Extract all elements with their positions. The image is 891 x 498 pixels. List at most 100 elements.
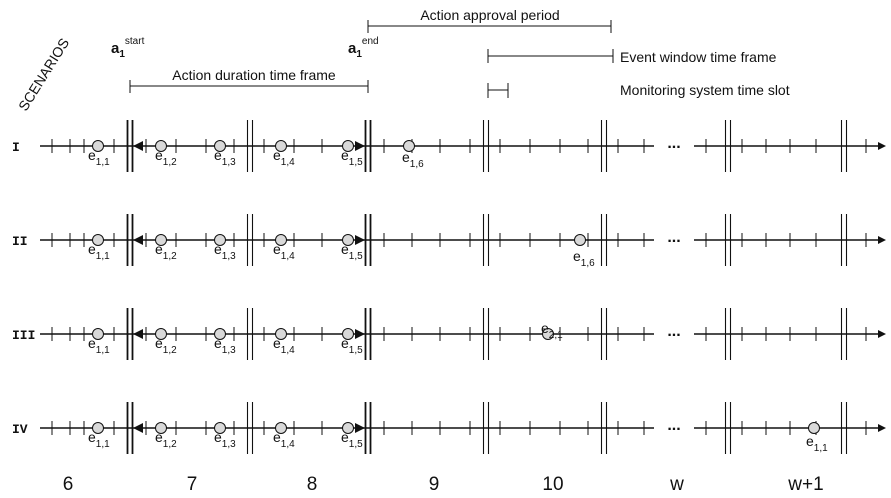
a1-start-base: a — [111, 40, 120, 57]
event-label-sub: 1,4 — [281, 345, 295, 356]
event-marker — [403, 140, 415, 152]
event-label-sub: 1,4 — [281, 251, 295, 262]
event-label-sub: 1,2 — [163, 439, 177, 450]
event-marker — [275, 328, 287, 340]
event-label: e1,1 — [88, 429, 110, 450]
event-label-base: e — [214, 335, 222, 351]
event-label: e1,6 — [573, 248, 595, 269]
event-label-base: e — [573, 248, 581, 264]
event-label: e1,4 — [273, 241, 295, 262]
action-end-arrow — [355, 423, 365, 433]
event-label: e1,1 — [88, 241, 110, 262]
event-label: e1,4 — [273, 147, 295, 168]
event-label-base: e — [88, 147, 96, 163]
event-label-base: e — [88, 429, 96, 445]
event-label: e2,1 — [541, 320, 563, 341]
scenario-row: III ...e1,1 e1,2 e1,3 e1,4 e1,5e2,1 — [12, 308, 886, 360]
scenario-row: I ...e1,1 e1,2 e1,3 e1,4 e1,5 e1,6 — [12, 120, 886, 172]
event-label-sub: 1,3 — [222, 439, 236, 450]
window-number-label: w — [669, 474, 684, 495]
scenario-roman-numeral: I — [12, 140, 20, 155]
event-label: e1,6 — [402, 149, 424, 170]
a1-end-sub: 1 — [356, 49, 362, 60]
event-label-sub: 2,1 — [549, 330, 563, 341]
event-label-sub: 1,5 — [349, 251, 363, 262]
event-label-base: e — [341, 335, 349, 351]
event-marker — [574, 234, 586, 246]
event-label-base: e — [273, 147, 281, 163]
event-label-sub: 1,2 — [163, 157, 177, 168]
event-marker — [808, 422, 820, 434]
window-number-label: 7 — [187, 474, 198, 495]
event-label-sub: 1,6 — [581, 258, 595, 269]
event-marker — [342, 234, 354, 246]
a1-end-label: a1end — [348, 36, 379, 60]
event-label-sub: 1,5 — [349, 157, 363, 168]
scenario-row: II ...e1,1 e1,2 e1,3 e1,4 e1,5 e1,6 — [12, 214, 886, 269]
event-label-sub: 1,4 — [281, 439, 295, 450]
scenario-roman-numeral: II — [12, 234, 28, 249]
event-label-sub: 1,3 — [222, 157, 236, 168]
axis-arrowhead — [878, 330, 886, 338]
event-label: e1,5 — [341, 147, 363, 168]
axis-arrowhead — [878, 142, 886, 150]
a1-start-sub: 1 — [119, 49, 125, 60]
event-window-time-frame-label: Event window time frame — [620, 49, 777, 65]
event-marker — [275, 422, 287, 434]
event-marker — [342, 140, 354, 152]
window-labels: 6 7 8 9 10 w w+1 — [63, 474, 824, 495]
axis-arrowhead — [878, 424, 886, 432]
window-number-label: w+1 — [787, 474, 823, 495]
a1-end-base: a — [348, 40, 357, 57]
action-start-arrow — [133, 141, 143, 151]
event-label-base: e — [341, 241, 349, 257]
ellipsis: ... — [667, 135, 680, 152]
action-end-arrow — [355, 141, 365, 151]
event-label-sub: 1,2 — [163, 251, 177, 262]
event-label-base: e — [273, 241, 281, 257]
monitoring-system-time-slot-label: Monitoring system time slot — [620, 82, 790, 98]
event-label: e1,1 — [806, 433, 828, 454]
event-marker — [214, 328, 226, 340]
event-label-sub: 1,1 — [814, 443, 828, 454]
event-label: e1,3 — [214, 241, 236, 262]
event-label-base: e — [214, 241, 222, 257]
action-end-arrow — [355, 235, 365, 245]
event-label: e1,5 — [341, 429, 363, 450]
event-marker — [92, 140, 104, 152]
event-label-base: e — [155, 335, 163, 351]
event-label: e1,5 — [341, 241, 363, 262]
window-number-label: 8 — [307, 474, 318, 495]
event-label: e1,5 — [341, 335, 363, 356]
scenarios-label: SCENARIOS — [15, 35, 72, 113]
event-label: e1,2 — [155, 335, 177, 356]
event-label-base: e — [214, 147, 222, 163]
event-label-sub: 1,1 — [96, 439, 110, 450]
event-marker — [155, 140, 167, 152]
event-label-base: e — [88, 241, 96, 257]
action-approval-period-label: Action approval period — [420, 7, 559, 23]
event-marker — [275, 234, 287, 246]
event-label-base: e — [273, 335, 281, 351]
action-start-arrow — [133, 235, 143, 245]
event-marker — [155, 328, 167, 340]
event-label-base: e — [214, 429, 222, 445]
event-marker — [214, 234, 226, 246]
action-end-arrow — [355, 329, 365, 339]
event-label: e1,2 — [155, 241, 177, 262]
event-label-base: e — [341, 429, 349, 445]
event-label-sub: 1,5 — [349, 345, 363, 356]
event-label-base: e — [155, 147, 163, 163]
event-label: e1,2 — [155, 147, 177, 168]
event-label: e1,4 — [273, 335, 295, 356]
event-marker — [275, 140, 287, 152]
event-label-sub: 1,6 — [410, 159, 424, 170]
event-marker — [92, 328, 104, 340]
event-label-base: e — [541, 320, 549, 336]
scenario-roman-numeral: III — [12, 328, 35, 343]
event-label-base: e — [155, 429, 163, 445]
event-label: e1,1 — [88, 147, 110, 168]
window-number-label: 6 — [63, 474, 74, 495]
